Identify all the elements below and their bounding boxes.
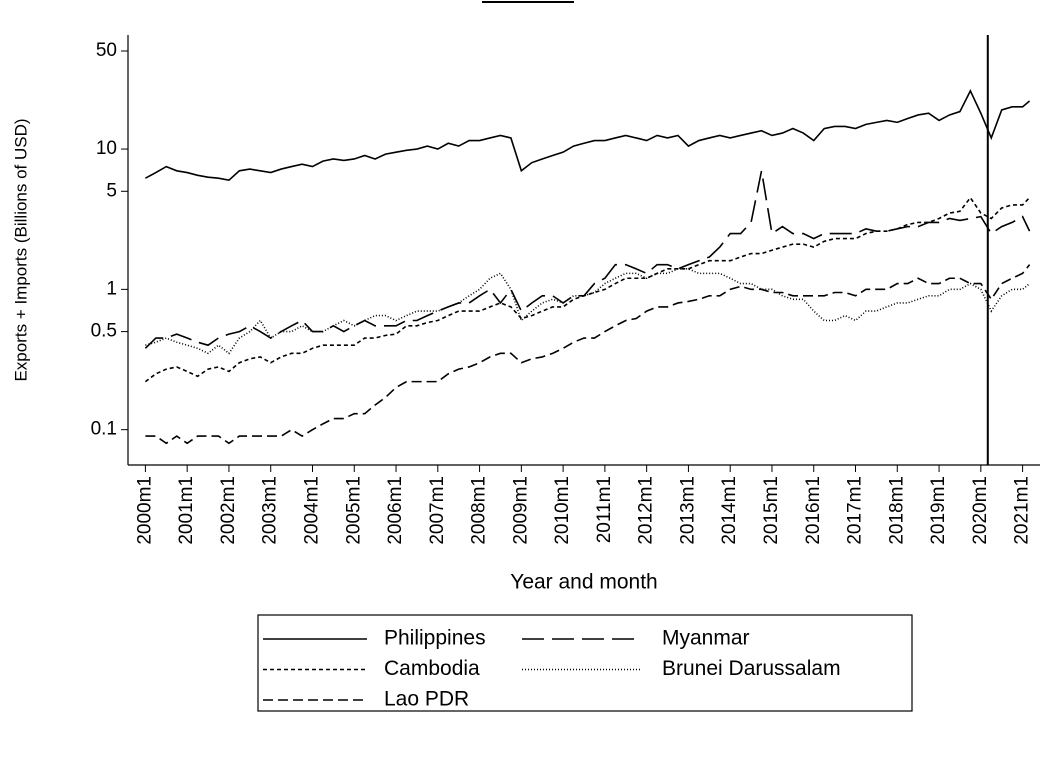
x-tick-label: 2005m1 bbox=[343, 476, 364, 545]
y-tick-label: 5 bbox=[106, 180, 117, 201]
y-tick-label: 0.5 bbox=[91, 321, 117, 342]
x-tick-label: 2013m1 bbox=[677, 476, 698, 545]
x-tick-label: 2002m1 bbox=[218, 476, 239, 545]
x-axis-label: Year and month bbox=[510, 571, 658, 594]
legend-label: Brunei Darussalam bbox=[662, 657, 841, 680]
x-tick-label: 2012m1 bbox=[636, 476, 657, 545]
x-tick-label: 2020m1 bbox=[970, 476, 991, 545]
x-tick-label: 2016m1 bbox=[803, 476, 824, 545]
legend-label: Cambodia bbox=[384, 657, 480, 680]
x-tick-label: 2010m1 bbox=[552, 476, 573, 545]
x-tick-label: 2007m1 bbox=[427, 476, 448, 545]
series-line bbox=[144, 196, 1031, 383]
x-tick-label: 2021m1 bbox=[1012, 476, 1033, 545]
x-tick-label: 2003m1 bbox=[260, 476, 281, 545]
x-tick-label: 2015m1 bbox=[761, 476, 782, 545]
y-tick-label: 10 bbox=[96, 138, 117, 159]
x-tick-label: 2014m1 bbox=[719, 476, 740, 545]
series-line bbox=[145, 88, 1031, 182]
legend-label: Lao PDR bbox=[384, 688, 469, 711]
series-line bbox=[145, 264, 1031, 445]
y-axis-label: Exports + Imports (Billions of USD) bbox=[11, 118, 30, 381]
x-tick-label: 2011m1 bbox=[594, 476, 615, 543]
y-tick-label: 0.1 bbox=[91, 419, 117, 440]
x-tick-label: 2019m1 bbox=[928, 476, 949, 545]
x-tick-label: 2000m1 bbox=[134, 476, 155, 545]
x-tick-label: 2006m1 bbox=[385, 476, 406, 545]
series-line bbox=[145, 268, 1031, 355]
x-tick-label: 2018m1 bbox=[886, 476, 907, 545]
legend-label: Philippines bbox=[384, 627, 486, 650]
legend-box bbox=[257, 614, 913, 712]
y-tick-label: 1 bbox=[106, 278, 117, 299]
x-tick-label: 2004m1 bbox=[302, 476, 323, 545]
x-tick-label: 2001m1 bbox=[176, 476, 197, 545]
legend-label: Myanmar bbox=[662, 627, 750, 650]
series-line bbox=[144, 170, 1031, 349]
x-tick-label: 2017m1 bbox=[845, 476, 866, 545]
x-tick-label: 2008m1 bbox=[469, 476, 490, 545]
y-tick-label: 50 bbox=[96, 40, 117, 61]
x-tick-label: 2009m1 bbox=[510, 476, 531, 545]
